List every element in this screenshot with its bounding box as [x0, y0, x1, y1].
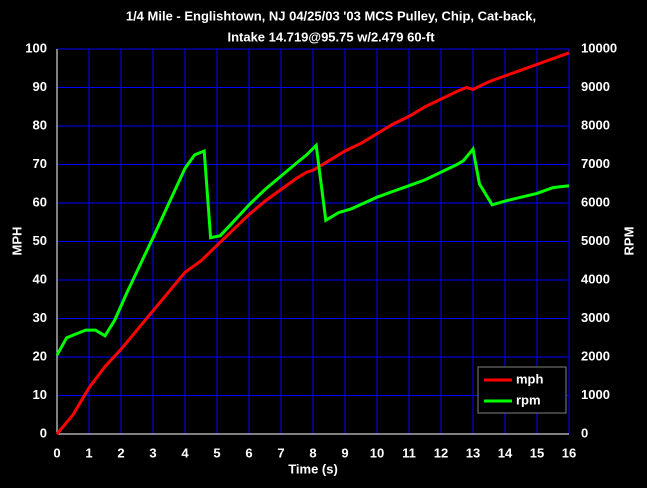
- series-line: [55, 142, 570, 356]
- y2-tick-label: 7000: [581, 156, 610, 171]
- legend-label: mph: [516, 371, 544, 386]
- legend-box: [477, 366, 567, 414]
- y-tick-label: 90: [33, 79, 47, 94]
- y2-axis-label: RPM: [621, 227, 636, 256]
- x-tick-label: 1: [85, 445, 92, 460]
- y-tick-label: 40: [33, 271, 47, 286]
- chart-title: 1/4 Mile - Englishtown, NJ 04/25/03 '03 …: [126, 8, 536, 23]
- y2-tick-label: 8000: [581, 117, 610, 132]
- y-tick-label: 60: [33, 194, 47, 209]
- y-tick-label: 100: [25, 40, 47, 55]
- x-tick-label: 5: [213, 445, 220, 460]
- y2-tick-label: 4000: [581, 271, 610, 286]
- x-tick-label: 12: [434, 445, 448, 460]
- x-tick-label: 6: [245, 445, 252, 460]
- y2-tick-label: 3000: [581, 310, 610, 325]
- x-tick-label: 11: [402, 445, 416, 460]
- x-tick-label: 4: [181, 445, 189, 460]
- x-tick-label: 10: [370, 445, 384, 460]
- x-tick-label: 13: [466, 445, 480, 460]
- y-tick-label: 50: [33, 233, 47, 248]
- x-tick-label: 16: [562, 445, 576, 460]
- y-tick-label: 80: [33, 117, 47, 132]
- x-tick-label: 14: [498, 445, 513, 460]
- x-axis-label: Time (s): [288, 461, 338, 476]
- x-tick-label: 3: [149, 445, 156, 460]
- chart-title: Intake 14.719@95.75 w/2.479 60-ft: [227, 29, 435, 44]
- y-tick-label: 30: [33, 310, 47, 325]
- x-tick-label: 15: [530, 445, 544, 460]
- y-tick-label: 20: [33, 348, 47, 363]
- series-line: [55, 51, 570, 435]
- y2-tick-label: 9000: [581, 79, 610, 94]
- y2-tick-label: 10000: [581, 40, 617, 55]
- y-tick-label: 10: [33, 387, 47, 402]
- y2-tick-label: 0: [581, 425, 588, 440]
- x-tick-label: 8: [309, 445, 316, 460]
- y2-tick-label: 6000: [581, 194, 610, 209]
- x-tick-label: 7: [277, 445, 284, 460]
- y-tick-label: 0: [40, 425, 47, 440]
- y2-tick-label: 1000: [581, 387, 610, 402]
- x-tick-label: 0: [53, 445, 60, 460]
- x-tick-label: 9: [341, 445, 348, 460]
- legend-label: rpm: [516, 392, 541, 407]
- x-tick-label: 2: [117, 445, 124, 460]
- y-axis-label: MPH: [9, 227, 24, 256]
- y2-tick-label: 5000: [581, 233, 610, 248]
- y-tick-label: 70: [33, 156, 47, 171]
- y2-tick-label: 2000: [581, 348, 610, 363]
